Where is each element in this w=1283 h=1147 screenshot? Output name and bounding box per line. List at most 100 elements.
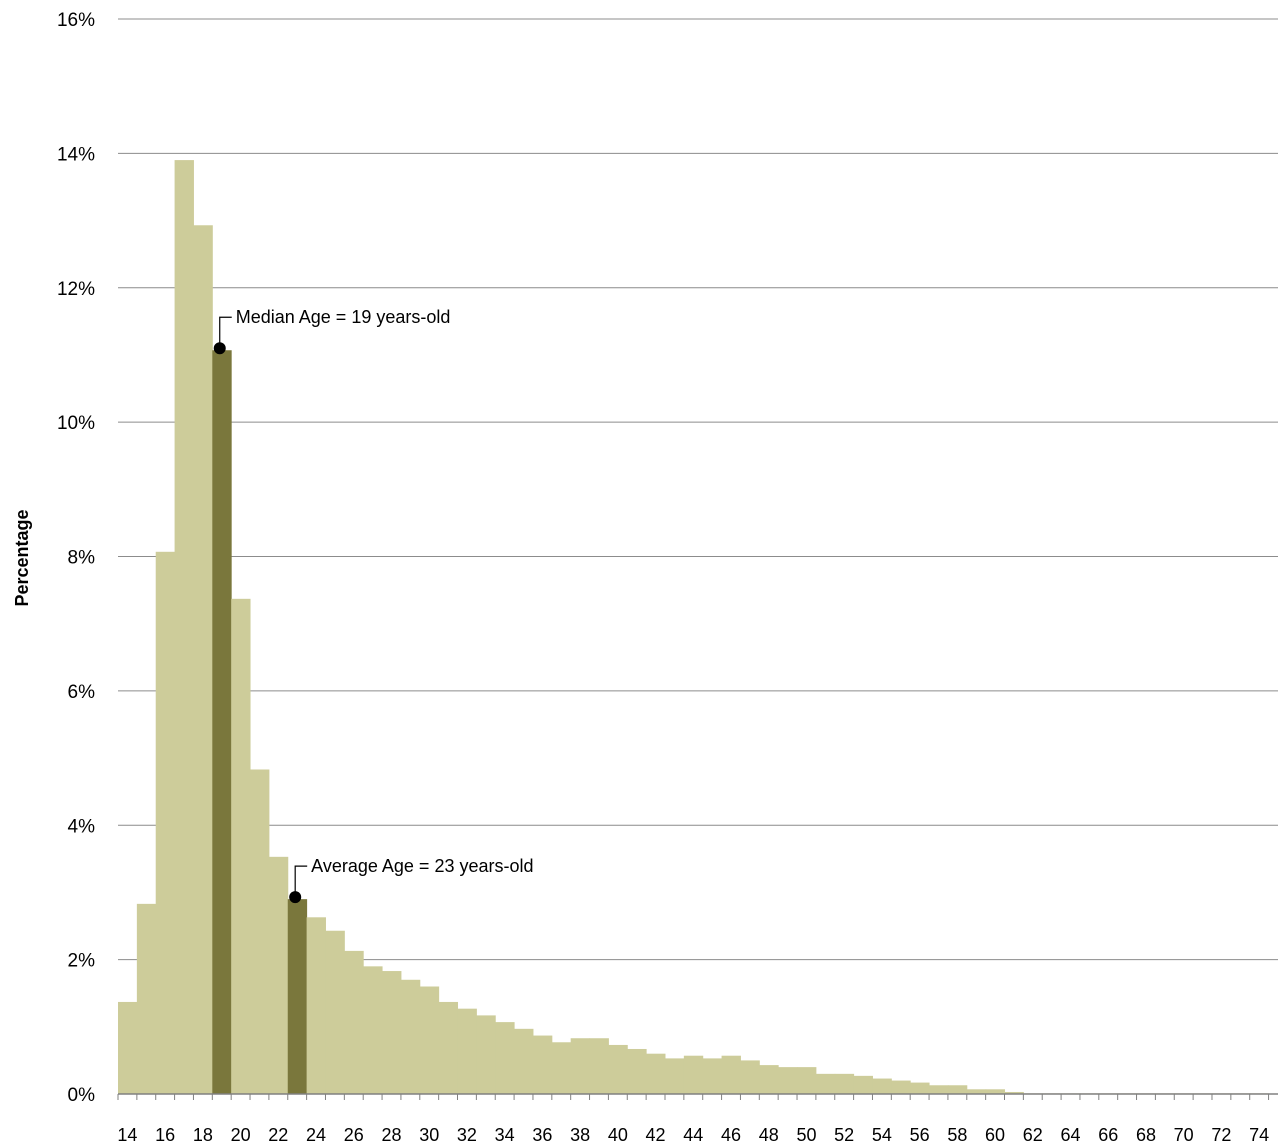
bar: [891, 1080, 911, 1094]
bar: [363, 966, 383, 1094]
bar: [476, 1015, 496, 1094]
bar: [589, 1038, 609, 1094]
y-tick-label: 14%: [57, 144, 95, 165]
bar: [325, 930, 345, 1094]
y-tick-label: 4%: [68, 816, 96, 837]
bar: [193, 225, 213, 1094]
x-tick-label: 64: [1061, 1125, 1081, 1145]
annotation-label: Average Age = 23 years-old: [311, 856, 533, 876]
bar: [740, 1060, 760, 1094]
x-tick-label: 26: [344, 1125, 364, 1145]
x-tick-label: 40: [608, 1125, 628, 1145]
bar: [250, 769, 270, 1094]
y-tick-label: 0%: [68, 1085, 96, 1106]
x-tick-label: 60: [985, 1125, 1005, 1145]
x-tick-label: 14: [117, 1125, 137, 1145]
bar: [966, 1089, 987, 1094]
x-tick-label: 32: [457, 1125, 477, 1145]
y-tick-label: 2%: [68, 951, 96, 972]
annotation-leader: [294, 865, 308, 893]
bar: [929, 1085, 949, 1094]
bar: [947, 1085, 968, 1094]
y-axis-ticks: 0% 2% 4% 6% 8% 10% 12% 14% 16%: [57, 10, 95, 1106]
bar: [1004, 1091, 1024, 1094]
y-tick-label: 16%: [57, 10, 95, 31]
annotation-marker: [213, 342, 226, 355]
x-tick-label: 56: [910, 1125, 930, 1145]
highlighted-bar: [212, 350, 232, 1094]
bar: [853, 1075, 873, 1094]
bar: [136, 903, 157, 1094]
annotations: Median Age = 19 years-old Average Age = 2…: [213, 307, 534, 904]
bar: [646, 1053, 666, 1094]
highlighted-bar: [287, 899, 308, 1094]
bar: [683, 1055, 704, 1094]
bar: [759, 1065, 779, 1094]
x-tick-label: 54: [872, 1125, 892, 1145]
x-axis: [117, 1093, 1278, 1100]
x-tick-label: 52: [834, 1125, 854, 1145]
bar: [834, 1073, 855, 1094]
bar: [382, 971, 402, 1094]
bar: [174, 160, 194, 1094]
bar: [419, 986, 440, 1094]
bar: [231, 598, 251, 1094]
bar: [872, 1078, 892, 1094]
x-tick-label: 38: [570, 1125, 590, 1145]
x-tick-label: 28: [381, 1125, 401, 1145]
bar: [815, 1073, 836, 1094]
annotation-leader: [219, 316, 232, 344]
bar: [155, 551, 176, 1094]
bar: [268, 856, 289, 1094]
y-axis-label: Percentage: [12, 509, 32, 606]
annotation-marker: [289, 891, 302, 904]
bar: [664, 1058, 685, 1094]
bar: [608, 1044, 628, 1094]
bar: [570, 1038, 591, 1094]
bar: [118, 1001, 138, 1094]
x-tick-label: 24: [306, 1125, 326, 1145]
bar: [514, 1028, 534, 1094]
bar: [551, 1042, 572, 1094]
x-tick-label: 74: [1249, 1125, 1269, 1145]
x-tick-label: 16: [155, 1125, 175, 1145]
x-tick-label: 62: [1023, 1125, 1043, 1145]
bar: [457, 1008, 477, 1094]
gridlines: [118, 18, 1278, 961]
bar: [438, 1001, 459, 1094]
bar: [721, 1055, 741, 1094]
bar: [344, 950, 364, 1094]
y-tick-label: 8%: [68, 548, 96, 569]
x-tick-label: 20: [231, 1125, 251, 1145]
x-tick-label: 42: [646, 1125, 666, 1145]
bar: [627, 1048, 647, 1094]
x-tick-label: 48: [759, 1125, 779, 1145]
x-tick-label: 36: [532, 1125, 552, 1145]
bar: [985, 1089, 1006, 1094]
x-tick-label: 44: [683, 1125, 703, 1145]
y-tick-label: 12%: [57, 279, 95, 300]
y-tick-label: 6%: [68, 682, 96, 703]
bars: [118, 160, 1270, 1094]
bar: [778, 1067, 798, 1094]
bar: [495, 1022, 515, 1094]
bar: [910, 1082, 930, 1094]
y-tick-label: 10%: [57, 413, 95, 434]
x-tick-label: 22: [268, 1125, 288, 1145]
x-tick-label: 70: [1174, 1125, 1194, 1145]
x-tick-label: 58: [947, 1125, 967, 1145]
bar: [400, 979, 421, 1094]
x-tick-label: 34: [495, 1125, 515, 1145]
x-axis-ticks: 14 16 18 20 22 24 26 28 30 32 34 36 38 40 42 44 46 48 50 52…: [117, 1125, 1269, 1145]
x-tick-label: 50: [796, 1125, 816, 1145]
bar: [797, 1067, 817, 1094]
x-tick-label: 66: [1098, 1125, 1118, 1145]
x-tick-label: 46: [721, 1125, 741, 1145]
bar: [532, 1035, 553, 1094]
x-tick-label: 68: [1136, 1125, 1156, 1145]
x-tick-label: 72: [1211, 1125, 1231, 1145]
annotation-label: Median Age = 19 years-old: [236, 307, 451, 327]
bar: [306, 917, 326, 1094]
x-tick-label: 18: [193, 1125, 213, 1145]
